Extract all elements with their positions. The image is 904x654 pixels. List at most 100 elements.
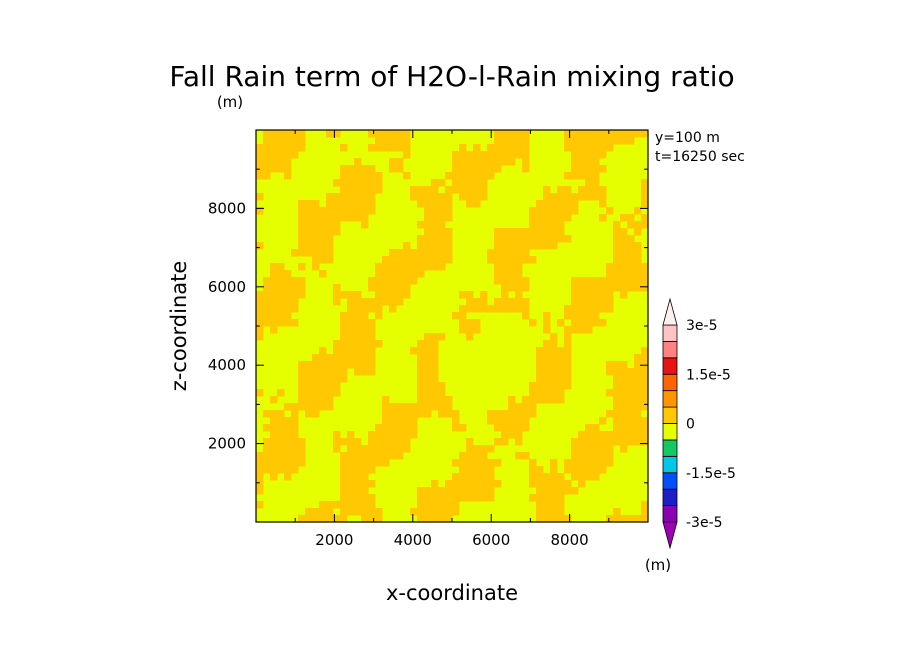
field-cell [613,137,621,145]
field-cell [522,235,530,243]
field-cell [613,249,621,257]
field-cell [270,410,278,418]
field-cell [627,396,635,404]
field-cell [445,494,453,502]
field-cell [522,144,530,152]
field-cell [515,403,523,411]
field-cell [627,249,635,257]
field-cell [466,200,474,208]
field-cell [277,389,285,397]
field-cell [459,459,467,467]
field-cell [263,445,271,453]
field-cell [543,186,551,194]
field-cell [634,277,642,285]
field-cell [284,284,292,292]
field-cell [445,403,453,411]
field-cell [571,459,579,467]
field-cell [536,382,544,390]
field-cell [466,473,474,481]
field-cell [501,151,509,159]
field-cell [417,487,425,495]
field-cell [396,130,404,138]
field-cell [431,200,439,208]
field-cell [326,396,334,404]
field-cell [291,137,299,145]
field-cell [424,375,432,383]
field-cell [361,452,369,460]
field-cell [361,368,369,376]
field-cell [277,298,285,306]
field-cell [431,389,439,397]
field-cell [613,277,621,285]
field-cell [620,284,628,292]
field-cell [438,228,446,236]
field-cell [508,158,516,166]
field-cell [536,515,544,522]
field-cell [494,417,502,425]
colorbar-segment [662,455,678,474]
field-cell [578,193,586,201]
field-cell [277,291,285,299]
field-cell [459,186,467,194]
field-cell [445,487,453,495]
field-cell [564,340,572,348]
field-cell [438,508,446,516]
field-cell [515,249,523,257]
field-cell [606,438,614,446]
field-cell [501,144,509,152]
field-cell [529,410,537,418]
y-tick-label: 4000 [208,356,246,374]
field-cell [508,424,516,432]
field-cell [354,214,362,222]
field-cell [543,354,551,362]
field-cell [326,249,334,257]
field-cell [480,466,488,474]
field-cell [613,417,621,425]
field-cell [361,480,369,488]
field-cell [641,193,648,201]
field-cell [466,179,474,187]
field-cell [375,291,383,299]
field-cell [515,263,523,271]
field-cell [564,235,572,243]
field-cell [620,396,628,404]
field-cell [634,221,642,229]
field-cell [627,515,635,522]
field-cell [354,354,362,362]
field-cell [354,466,362,474]
field-cell [571,193,579,201]
field-cell [536,494,544,502]
field-cell [480,179,488,187]
field-cell [564,515,572,522]
field-cell [599,165,607,173]
field-cell [508,151,516,159]
field-cell [326,207,334,215]
field-cell [557,515,565,522]
field-cell [466,452,474,460]
field-cell [550,473,558,481]
field-cell [620,438,628,446]
field-cell [368,305,376,313]
field-cell [494,137,502,145]
field-cell [578,151,586,159]
field-cell [270,396,278,404]
colorbar-segment [662,406,678,424]
field-cell [585,452,593,460]
field-cell [417,270,425,278]
field-cell [578,431,586,439]
field-cell [536,487,544,495]
field-cell [515,424,523,432]
field-cell [270,326,278,334]
field-cell [466,326,474,334]
field-cell [375,515,383,522]
field-cell [550,382,558,390]
field-cell [529,389,537,397]
field-cell [368,438,376,446]
field-cell [375,144,383,152]
field-cell [424,515,432,522]
field-cell [613,515,621,522]
field-cell [347,501,355,509]
field-cell [634,431,642,439]
field-cell [480,158,488,166]
field-cell [270,144,278,152]
